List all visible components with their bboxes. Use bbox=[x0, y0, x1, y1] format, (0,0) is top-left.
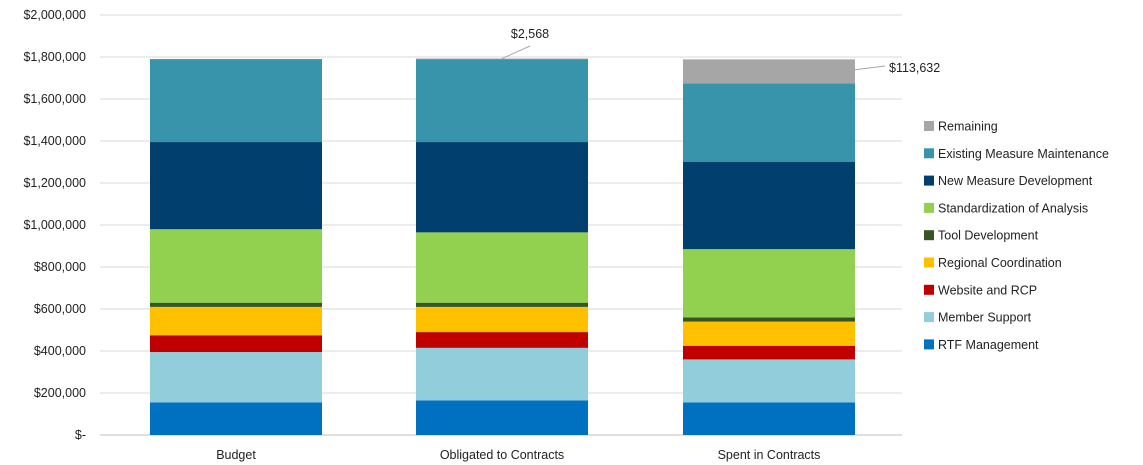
y-tick-label: $400,000 bbox=[34, 344, 86, 358]
y-tick-label: $1,400,000 bbox=[23, 134, 86, 148]
bar-segment bbox=[683, 162, 855, 250]
y-tick-label: $1,600,000 bbox=[23, 92, 86, 106]
bar-segment bbox=[683, 359, 855, 403]
x-category-label: Spent in Contracts bbox=[718, 448, 821, 462]
bar-segment bbox=[150, 402, 322, 435]
bar-segment bbox=[416, 332, 588, 348]
bar-segment bbox=[683, 59, 855, 84]
legend-label: Remaining bbox=[938, 120, 998, 134]
bars bbox=[150, 58, 855, 435]
legend: Remaining Existing Measure Maintenance New… bbox=[924, 120, 1109, 352]
annotation-leader-line bbox=[852, 65, 886, 71]
bar-segment bbox=[416, 58, 588, 60]
bar-segment bbox=[416, 232, 588, 303]
legend-swatch bbox=[924, 312, 934, 323]
x-axis-category-labels: Budget Obligated to Contracts Spent in Con… bbox=[216, 448, 820, 462]
legend-label: New Measure Development bbox=[938, 174, 1093, 188]
annotations: $2,568 $113,632 bbox=[501, 27, 940, 75]
bar-segment bbox=[683, 83, 855, 162]
bar-segment bbox=[416, 302, 588, 307]
y-tick-label: $800,000 bbox=[34, 260, 86, 274]
legend-label: Existing Measure Maintenance bbox=[938, 147, 1109, 161]
y-tick-label: $200,000 bbox=[34, 386, 86, 400]
y-tick-label: $1,200,000 bbox=[23, 176, 86, 190]
bar-segment bbox=[416, 142, 588, 233]
legend-label: RTF Management bbox=[938, 338, 1039, 352]
data-annotation-label: $2,568 bbox=[511, 27, 549, 41]
bar-segment bbox=[150, 335, 322, 353]
bar-segment bbox=[416, 306, 588, 333]
y-tick-label: $600,000 bbox=[34, 302, 86, 316]
bar-segment bbox=[416, 59, 588, 143]
bar-segment bbox=[150, 59, 322, 143]
bar-segment bbox=[416, 400, 588, 435]
bar-segment bbox=[683, 317, 855, 322]
y-tick-label: $1,800,000 bbox=[23, 50, 86, 64]
bar-segment bbox=[683, 345, 855, 360]
legend-swatch bbox=[924, 148, 934, 159]
x-category-label: Budget bbox=[216, 448, 256, 462]
legend-swatch bbox=[924, 257, 934, 268]
bar-segment bbox=[683, 321, 855, 346]
legend-swatch bbox=[924, 202, 934, 213]
bar-segment bbox=[150, 306, 322, 336]
bar-segment bbox=[683, 402, 855, 435]
x-category-label: Obligated to Contracts bbox=[440, 448, 564, 462]
legend-swatch bbox=[924, 121, 934, 131]
legend-label: Website and RCP bbox=[938, 283, 1037, 297]
legend-swatch bbox=[924, 175, 934, 186]
bar-segment bbox=[683, 249, 855, 318]
y-tick-label: $2,000,000 bbox=[23, 8, 86, 22]
y-axis-tick-labels: $- $200,000 $400,000 $600,000 $800,000 $1,000… bbox=[23, 8, 86, 442]
data-annotation-label: $113,632 bbox=[889, 61, 940, 75]
bar-segment bbox=[150, 229, 322, 303]
legend-swatch bbox=[924, 230, 934, 241]
bar-segment bbox=[416, 347, 588, 401]
legend-label: Regional Coordination bbox=[938, 256, 1062, 270]
bar-segment bbox=[150, 302, 322, 307]
legend-label: Member Support bbox=[938, 311, 1032, 325]
annotation-leader-line bbox=[501, 45, 531, 60]
legend-label: Tool Development bbox=[938, 229, 1039, 243]
bar-segment bbox=[150, 142, 322, 230]
legend-label: Standardization of Analysis bbox=[938, 201, 1088, 215]
y-tick-label: $- bbox=[75, 428, 86, 442]
legend-swatch bbox=[924, 284, 934, 295]
y-tick-label: $1,000,000 bbox=[23, 218, 86, 232]
legend-swatch bbox=[924, 339, 934, 350]
bar-segment bbox=[150, 352, 322, 403]
